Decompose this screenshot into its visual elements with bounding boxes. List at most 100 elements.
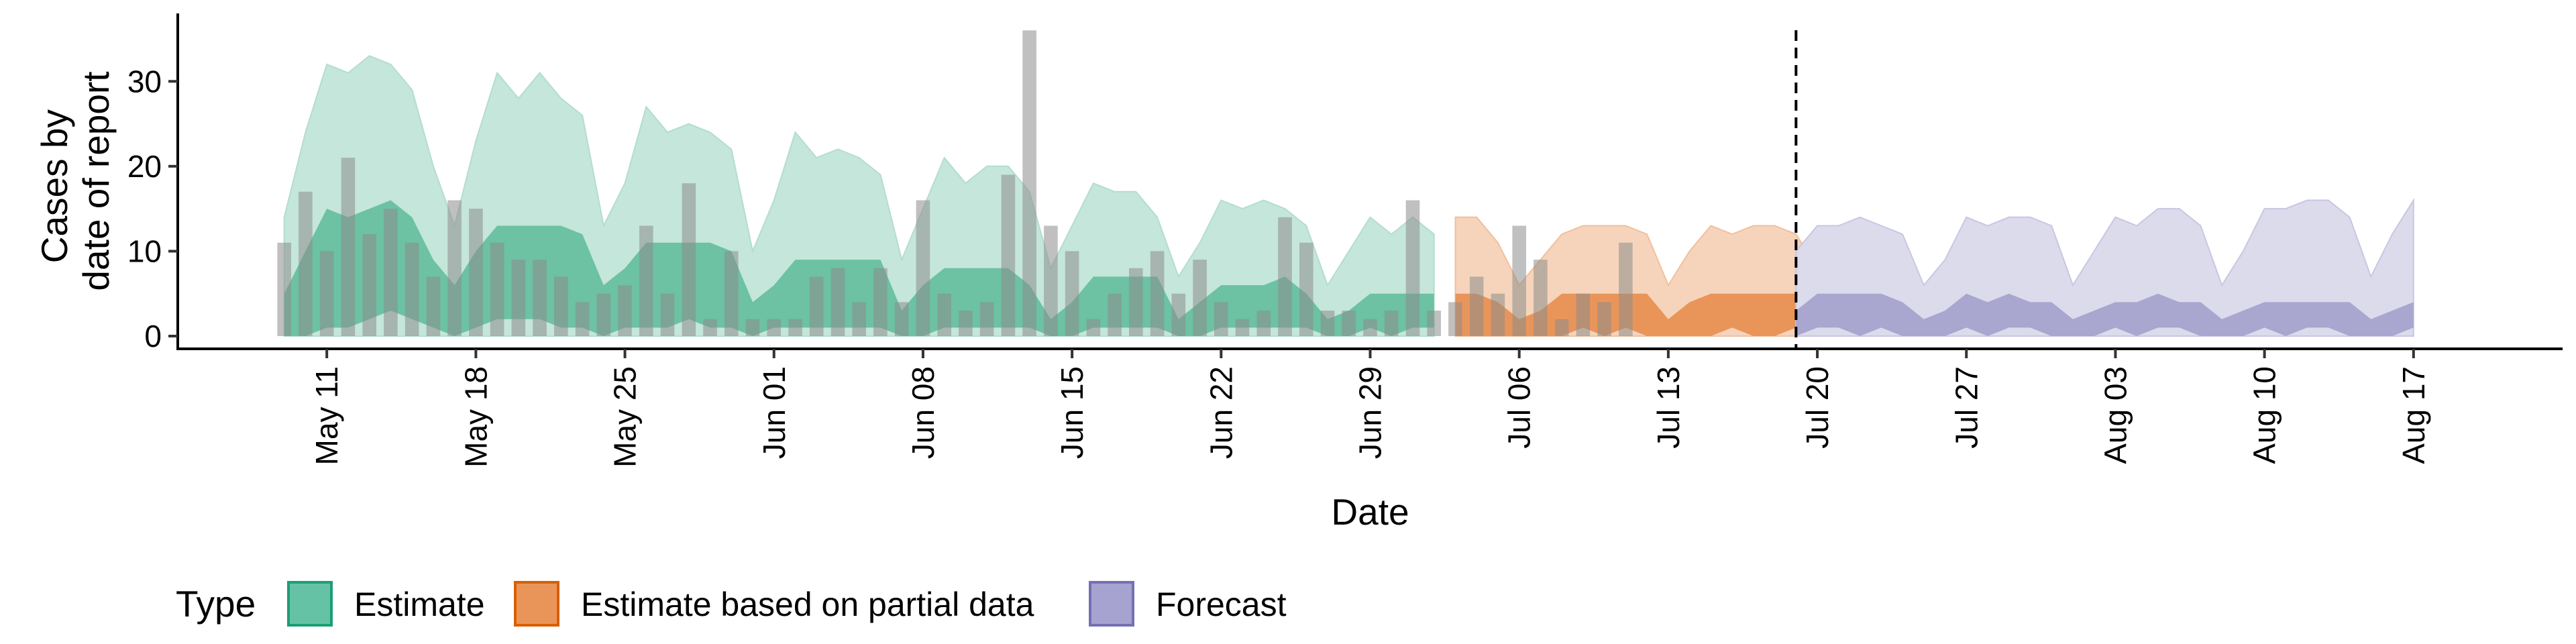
y-axis-title: Cases by date of report [34,71,117,290]
x-tick-label: Jul 06 [1502,366,1537,449]
observed-bar [1320,311,1335,336]
observed-bar [959,311,973,336]
observed-bar [1044,225,1058,337]
y-tick-label: 0 [144,319,162,354]
observed-bar [362,234,376,336]
observed-bar [1256,311,1271,336]
observed-bar [1491,293,1505,336]
legend-key-0 [287,581,333,627]
x-tick-label: Jul 27 [1949,366,1984,449]
observed-bar [979,302,994,336]
observed-bar [1405,200,1420,336]
y-tick-label: 10 [127,233,162,268]
x-tick-label: Aug 17 [2396,366,2431,464]
observed-bar [1554,319,1569,336]
y-axis-title-line-2: date of report [75,71,117,290]
observed-bar [1363,319,1377,336]
observed-bar [1576,293,1591,336]
observed-bar [1065,251,1079,336]
observed-bar [554,276,568,336]
observed-bar [1597,302,1611,336]
x-tick-label: May 18 [458,366,493,468]
observed-bar [511,260,526,336]
observed-bar [1427,311,1441,336]
observed-bar [1235,319,1250,336]
legend-label-0: Estimate [354,586,485,623]
observed-bar [809,276,824,336]
legend-label-2: Forecast [1156,586,1287,623]
observed-bar [277,242,291,336]
legend-key-1 [514,581,559,627]
x-tick-label: Jun 29 [1353,366,1388,459]
x-tick-label: Jul 20 [1800,366,1835,449]
x-tick-label: May 25 [608,366,643,468]
observed-bar [1108,293,1122,336]
observed-bar [1384,311,1399,336]
observed-bar [299,191,313,336]
x-tick-label: Aug 10 [2247,366,2282,464]
observed-bar [1448,302,1462,336]
observed-bar [894,302,909,336]
observed-bar [426,276,441,336]
x-tick-label: Jun 08 [906,366,941,459]
observed-bar [469,209,483,336]
observed-bar [490,242,504,336]
observed-bar [1171,293,1186,336]
legend-title: Type [176,583,256,625]
y-axis-title-line-1: Cases by [34,109,75,264]
x-tick-label: Jun 01 [757,366,792,459]
observed-bar [596,293,611,336]
observed-bar [575,302,590,336]
observed-bar [1022,30,1036,337]
observed-bar [703,319,717,336]
observed-bar [618,285,632,336]
observed-bar [384,209,398,336]
x-tick-label: Jul 13 [1651,366,1686,449]
observed-bar [830,268,845,336]
legend: Type Estimate Estimate based on partial d… [176,581,1287,627]
band-inner-0 [284,200,1434,336]
observed-bar [1193,260,1207,336]
observed-cases-bars [277,30,1633,337]
band-inner-2 [1796,293,2414,336]
x-tick-label: Aug 03 [2098,366,2133,464]
observed-bar [1086,319,1101,336]
observed-bar [937,293,951,336]
observed-bar [1214,302,1228,336]
x-tick-label: Jun 15 [1055,366,1089,459]
legend-label-1: Estimate based on partial data [581,586,1034,623]
observed-bar [1619,242,1633,336]
observed-bar [767,319,781,336]
observed-bar [1512,225,1526,337]
observed-bar [341,158,356,336]
legend-key-2 [1089,581,1134,627]
observed-bar [916,200,930,336]
observed-bar [745,319,760,336]
observed-bar [1129,268,1143,336]
observed-bar [852,302,866,336]
observed-bar [682,183,696,336]
y-tick-label: 30 [127,64,162,99]
observed-bar [1342,311,1356,336]
observed-bar [724,251,739,336]
observed-bar [533,260,547,336]
observed-bar [639,225,653,337]
observed-bar [1534,260,1548,336]
observed-bar [1299,242,1313,336]
observed-bar [1150,251,1165,336]
x-tick-label: May 11 [309,366,344,465]
observed-bar [873,268,888,336]
x-axis-title: Date [1331,491,1409,533]
observed-bar [1278,217,1292,336]
observed-bar [1001,174,1016,336]
observed-bar [660,293,675,336]
observed-bar [447,200,462,336]
observed-bar [319,251,334,336]
observed-bar [405,242,419,336]
y-tick-label: 20 [127,149,162,184]
x-tick-label: Jun 22 [1203,366,1238,459]
axes: 0 10 20 30 May 11 May 18 May 25 Jun 01 Jun 08 Jun… [127,13,2563,468]
observed-bar [788,319,802,336]
observed-bar [1469,276,1484,336]
